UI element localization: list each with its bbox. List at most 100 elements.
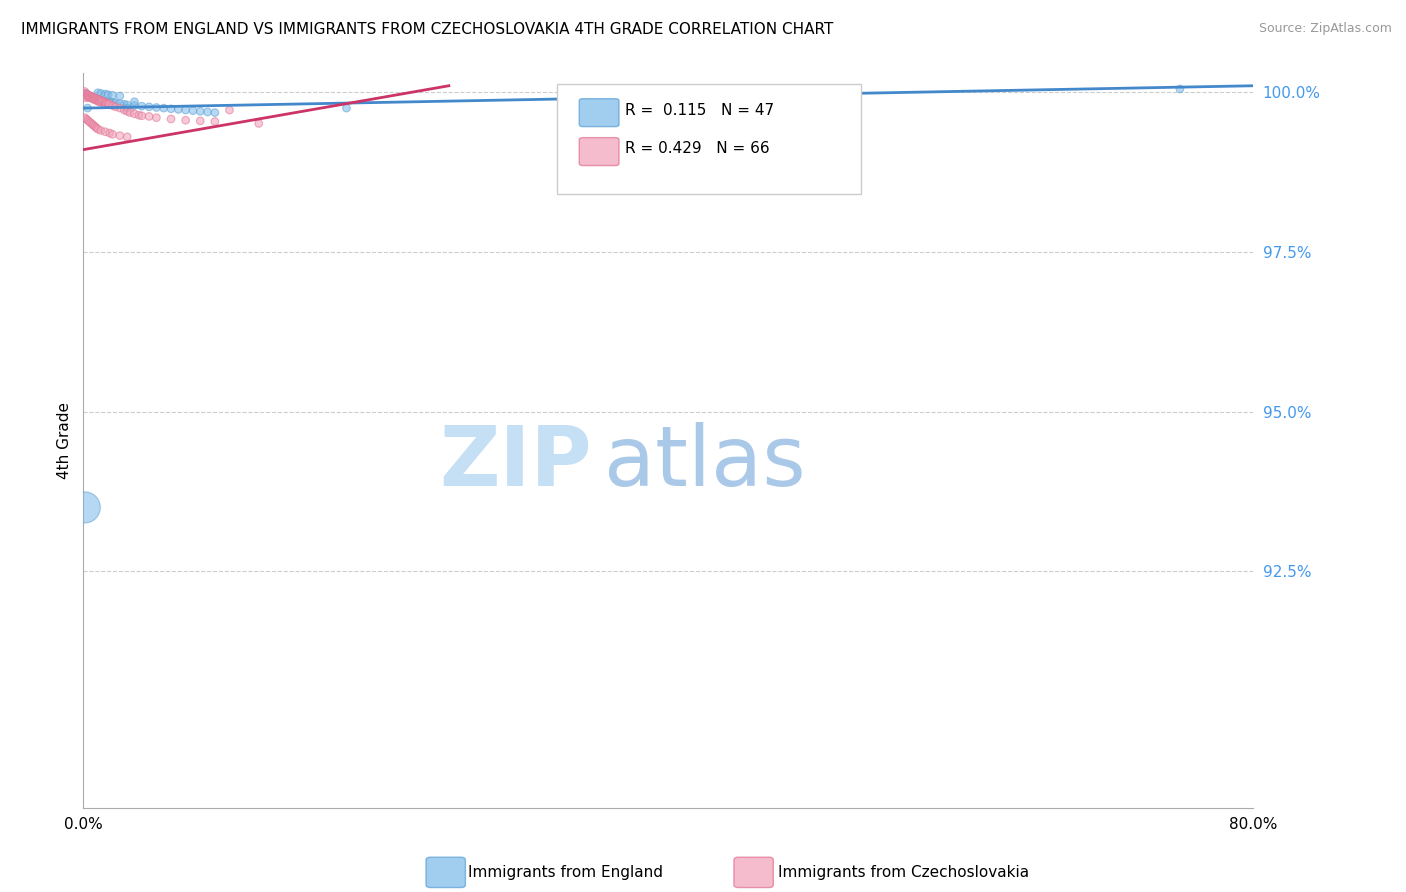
Point	[90, 87, 112, 101]
Point	[98, 95, 121, 109]
Point	[1168, 82, 1191, 96]
Point	[218, 103, 240, 117]
Point	[98, 126, 121, 140]
FancyBboxPatch shape	[557, 84, 860, 194]
Point	[75, 112, 97, 126]
Point	[131, 109, 153, 123]
FancyBboxPatch shape	[579, 99, 619, 127]
Point	[73, 111, 96, 125]
Point	[104, 100, 127, 114]
Point	[73, 88, 96, 103]
Point	[76, 101, 98, 115]
Point	[174, 113, 197, 128]
Point	[94, 95, 117, 110]
Point	[128, 108, 150, 122]
Point	[686, 87, 709, 101]
Text: IMMIGRANTS FROM ENGLAND VS IMMIGRANTS FROM CZECHOSLOVAKIA 4TH GRADE CORRELATION : IMMIGRANTS FROM ENGLAND VS IMMIGRANTS FR…	[21, 22, 834, 37]
Point	[197, 105, 219, 120]
Point	[77, 88, 100, 103]
Point	[112, 97, 135, 112]
Point	[112, 103, 135, 117]
Point	[101, 98, 124, 112]
Point	[97, 87, 120, 102]
Point	[145, 111, 167, 125]
Point	[75, 87, 97, 101]
Point	[94, 95, 117, 110]
Point	[80, 90, 103, 104]
Point	[80, 117, 103, 131]
Point	[104, 95, 127, 110]
Point	[87, 93, 110, 107]
Point	[83, 90, 105, 104]
Text: Immigrants from England: Immigrants from England	[468, 865, 664, 880]
Point	[181, 103, 204, 118]
Point	[87, 86, 110, 100]
Point	[131, 99, 153, 113]
Point	[101, 95, 124, 110]
Point	[77, 90, 100, 104]
Point	[76, 113, 98, 128]
Point	[91, 94, 114, 108]
Point	[167, 103, 190, 117]
Point	[76, 88, 98, 103]
Point	[124, 107, 146, 121]
Point	[188, 104, 211, 119]
Point	[96, 95, 118, 110]
Point	[83, 92, 105, 106]
Point	[94, 125, 117, 139]
Point	[108, 89, 131, 103]
Y-axis label: 4th Grade: 4th Grade	[58, 401, 72, 479]
Point	[138, 110, 160, 124]
Point	[93, 95, 115, 109]
Text: Immigrants from Czechoslovakia: Immigrants from Czechoslovakia	[778, 865, 1029, 880]
Point	[79, 116, 101, 130]
Point	[108, 128, 131, 143]
Point	[96, 95, 118, 110]
Point	[98, 97, 121, 112]
Point	[73, 87, 96, 101]
Point	[124, 98, 146, 112]
Point	[115, 98, 138, 112]
Point	[79, 89, 101, 103]
FancyBboxPatch shape	[579, 137, 619, 166]
Point	[89, 94, 111, 108]
Point	[108, 101, 131, 115]
Point	[73, 85, 96, 99]
Point	[124, 95, 146, 109]
Point	[108, 96, 131, 111]
Point	[204, 114, 226, 128]
Text: Source: ZipAtlas.com: Source: ZipAtlas.com	[1258, 22, 1392, 36]
Point	[79, 91, 101, 105]
Point	[86, 91, 108, 105]
Point	[115, 104, 138, 119]
Point	[145, 100, 167, 114]
Point	[174, 103, 197, 117]
Point	[80, 89, 103, 103]
Point	[97, 96, 120, 111]
Point	[94, 97, 117, 112]
Point	[73, 500, 96, 515]
Point	[86, 120, 108, 135]
Point	[90, 95, 112, 110]
Point	[115, 101, 138, 115]
Point	[86, 92, 108, 106]
Point	[77, 89, 100, 103]
Point	[90, 123, 112, 137]
Point	[80, 91, 103, 105]
Point	[160, 102, 183, 116]
Point	[120, 105, 142, 120]
Point	[75, 91, 97, 105]
Point	[87, 122, 110, 136]
Point	[138, 100, 160, 114]
Point	[76, 89, 98, 103]
Point	[204, 105, 226, 120]
Point	[73, 87, 96, 101]
Point	[90, 94, 112, 108]
Point	[83, 119, 105, 133]
Point	[101, 128, 124, 142]
Text: atlas: atlas	[603, 422, 806, 503]
Point	[160, 112, 183, 126]
Text: R = 0.429   N = 66: R = 0.429 N = 66	[624, 141, 769, 156]
Point	[247, 116, 270, 130]
Point	[84, 91, 107, 105]
